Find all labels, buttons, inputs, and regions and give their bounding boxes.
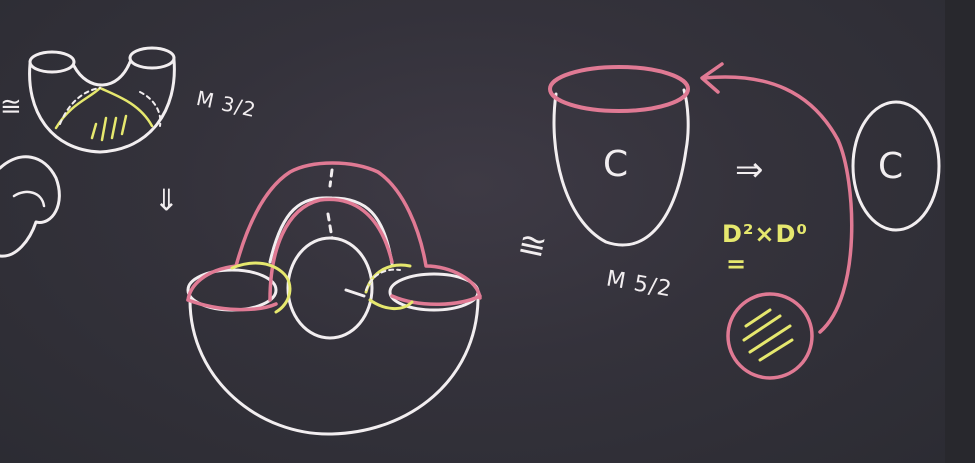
equals-symbol: =	[726, 250, 747, 278]
implies-arrow-right: ⇒	[735, 150, 764, 190]
chalk-drawings	[0, 46, 941, 436]
chalkboard-canvas: M 3/2 M 5/2 D²×D⁰ ≅ ≅ ⇒ ⇒ = C C	[0, 0, 945, 463]
congruent-symbol-left: ≅	[0, 92, 22, 122]
pants-surface-m32	[28, 46, 176, 154]
hatched-disk	[726, 292, 814, 380]
cup-m52-rim	[548, 65, 690, 113]
circle-letter-cup: C	[603, 144, 629, 185]
pants-dashed-left	[59, 87, 101, 125]
right-edge-strip	[945, 0, 975, 463]
bowl-pink-outline	[186, 161, 482, 312]
sphere-right	[851, 100, 941, 232]
pants-dashed-right	[139, 91, 162, 127]
cup-m52	[552, 88, 690, 247]
pants-yellow-seams	[54, 86, 154, 142]
circle-letter-sphere: C	[878, 146, 904, 187]
central-bowl	[186, 168, 480, 436]
pink-arrow-head	[700, 62, 724, 94]
implies-arrow-down: ⇒	[149, 186, 185, 213]
disk-hatching	[742, 308, 794, 362]
pink-arrow-curve	[702, 75, 854, 334]
partial-blob-left	[0, 155, 61, 258]
label-d2-times-d0: D²×D⁰	[722, 220, 808, 248]
